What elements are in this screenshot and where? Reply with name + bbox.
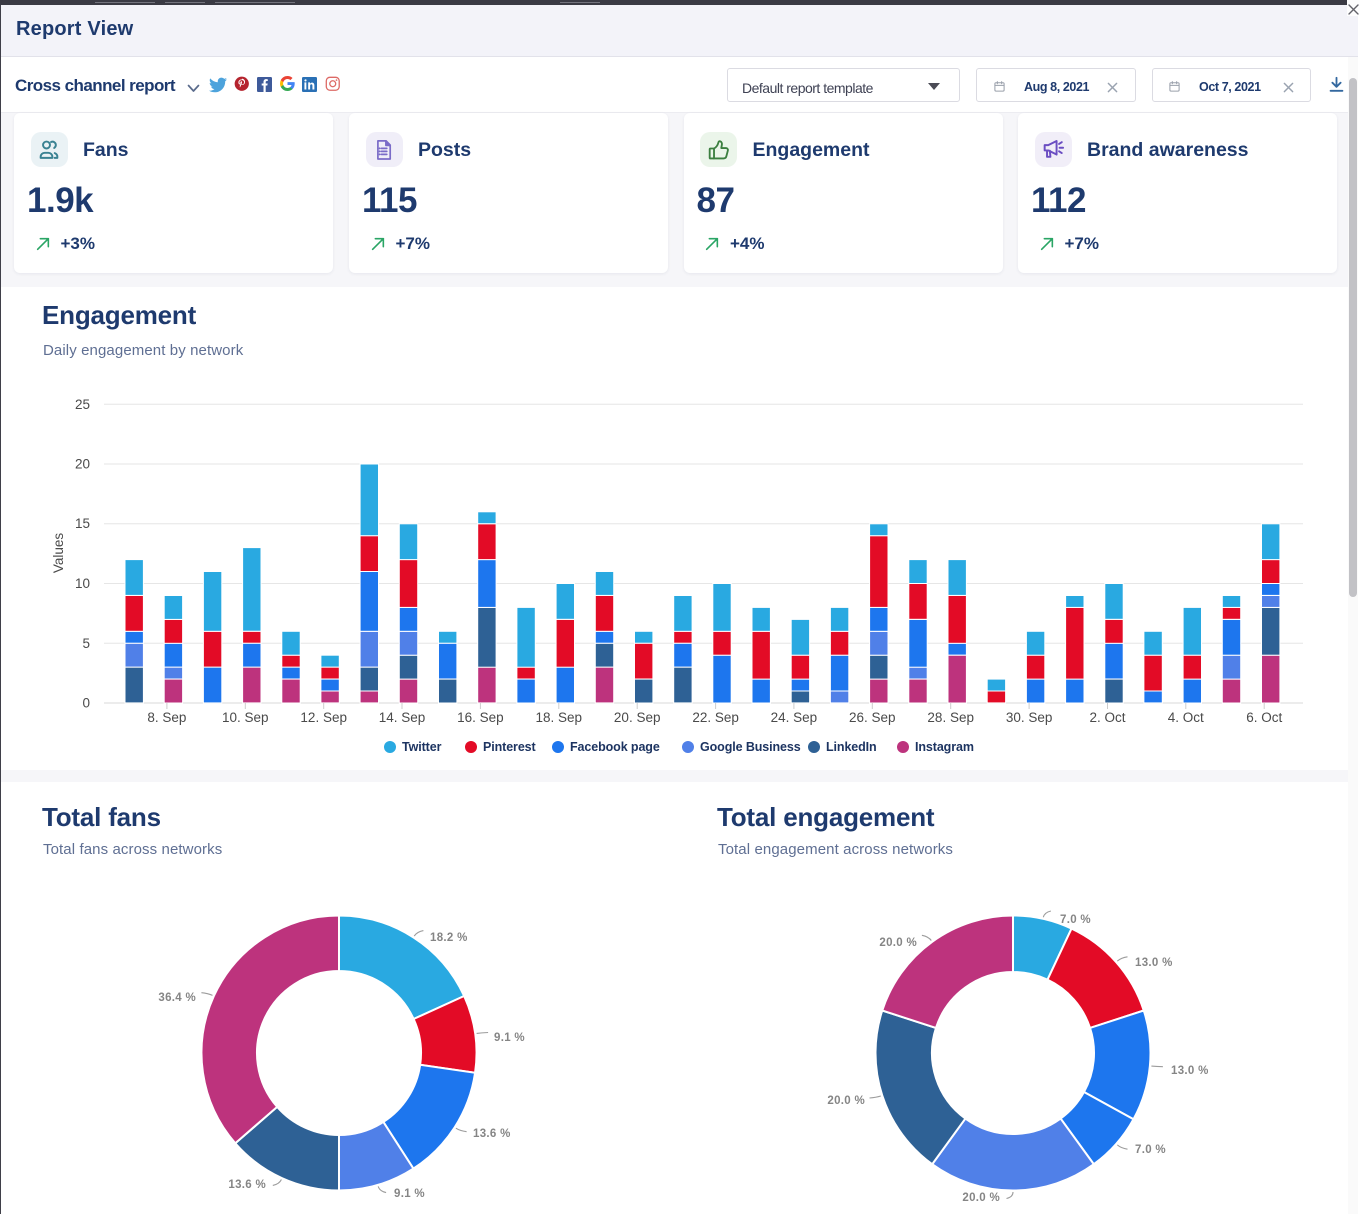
svg-text:15: 15 <box>75 516 90 531</box>
svg-text:28. Sep: 28. Sep <box>927 710 974 725</box>
svg-text:20.0 %: 20.0 % <box>827 1095 865 1107</box>
svg-text:13.0 %: 13.0 % <box>1171 1065 1209 1077</box>
svg-text:16. Sep: 16. Sep <box>457 710 504 725</box>
svg-text:18. Sep: 18. Sep <box>536 710 583 725</box>
svg-text:36.4 %: 36.4 % <box>158 992 196 1004</box>
svg-text:20.0 %: 20.0 % <box>879 937 917 949</box>
svg-text:20. Sep: 20. Sep <box>614 710 661 725</box>
svg-text:6. Oct: 6. Oct <box>1246 710 1282 725</box>
svg-text:9.1 %: 9.1 % <box>394 1188 425 1200</box>
svg-text:20.0 %: 20.0 % <box>962 1192 1000 1204</box>
svg-text:25: 25 <box>75 397 90 412</box>
svg-text:10: 10 <box>75 576 90 591</box>
svg-text:10. Sep: 10. Sep <box>222 710 269 725</box>
svg-text:Values: Values <box>51 533 66 574</box>
svg-text:14. Sep: 14. Sep <box>379 710 426 725</box>
svg-text:2. Oct: 2. Oct <box>1089 710 1125 725</box>
svg-text:8. Sep: 8. Sep <box>147 710 186 725</box>
svg-text:13.6 %: 13.6 % <box>473 1128 511 1140</box>
svg-text:24. Sep: 24. Sep <box>771 710 818 725</box>
svg-text:12. Sep: 12. Sep <box>300 710 347 725</box>
svg-text:18.2 %: 18.2 % <box>430 932 468 944</box>
svg-text:20: 20 <box>75 457 90 472</box>
svg-text:13.6 %: 13.6 % <box>228 1179 266 1191</box>
svg-text:13.0 %: 13.0 % <box>1135 957 1173 969</box>
svg-text:26. Sep: 26. Sep <box>849 710 896 725</box>
svg-text:7.0 %: 7.0 % <box>1060 914 1091 926</box>
svg-text:30. Sep: 30. Sep <box>1006 710 1053 725</box>
svg-text:5: 5 <box>82 636 90 651</box>
svg-text:7.0 %: 7.0 % <box>1135 1144 1166 1156</box>
svg-text:9.1 %: 9.1 % <box>494 1032 525 1044</box>
svg-text:4. Oct: 4. Oct <box>1168 710 1204 725</box>
svg-text:0: 0 <box>82 696 90 711</box>
svg-text:22. Sep: 22. Sep <box>692 710 739 725</box>
